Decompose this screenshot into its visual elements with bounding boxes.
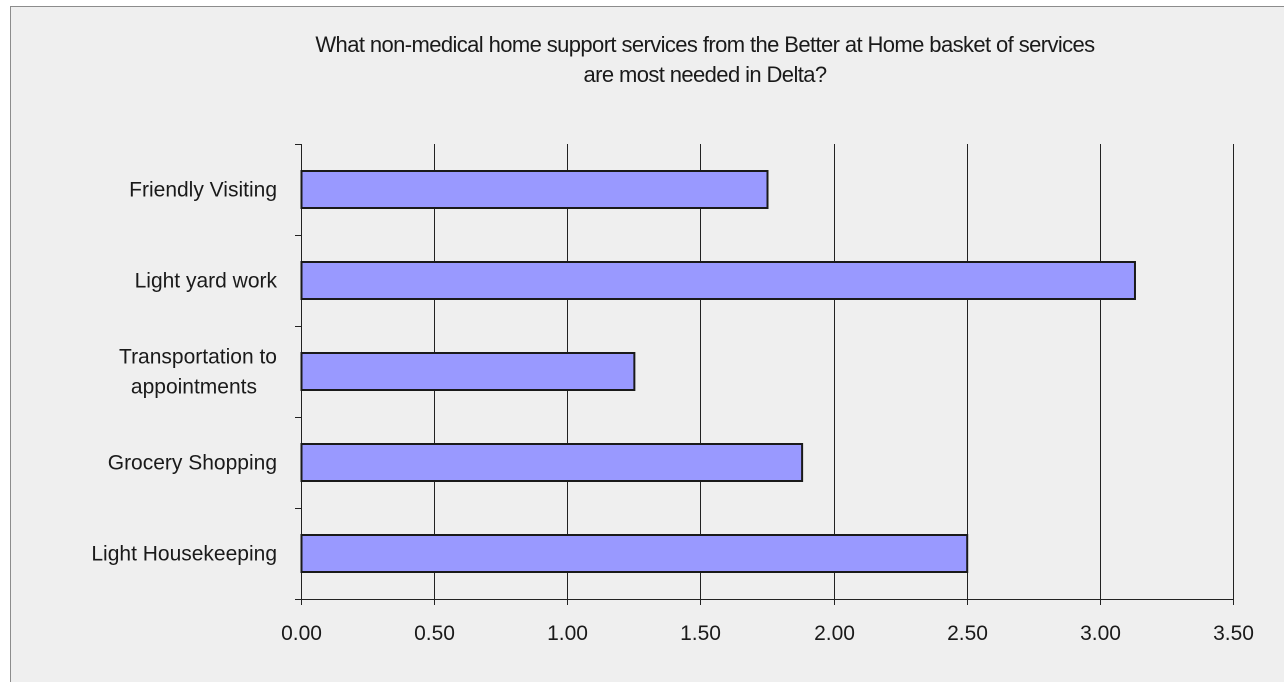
x-tick-label: 2.50: [947, 622, 988, 645]
chart-title-line-2: are most needed in Delta?: [583, 62, 827, 87]
category-label: Light yard work: [135, 270, 278, 293]
bar: [300, 261, 1136, 300]
x-tick-label: 3.00: [1080, 622, 1121, 645]
category-label-line: Grocery Shopping: [108, 452, 277, 475]
category-label: Transportation to appointments: [119, 346, 277, 399]
x-tick-label: 1.50: [680, 622, 721, 645]
category-label: Grocery Shopping: [108, 452, 277, 475]
bar: [300, 443, 804, 482]
x-tick-label: 2.00: [814, 622, 855, 645]
category-label: Friendly Visiting: [129, 179, 277, 202]
bar: [300, 534, 969, 573]
category-label-line: Light Housekeeping: [91, 543, 277, 566]
category-label-line: Transportation to: [119, 346, 277, 369]
chart-title-line-1: What non-medical home support services f…: [315, 32, 1095, 57]
x-tick-label: 0.50: [414, 622, 455, 645]
bar: [300, 170, 769, 209]
category-label-line: Light yard work: [135, 270, 278, 293]
chart-title: What non-medical home support services f…: [150, 30, 1260, 90]
category-label-line: appointments: [131, 376, 257, 399]
x-tick-label: 0.00: [281, 622, 322, 645]
bar: [300, 352, 636, 391]
x-tick-label: 3.50: [1213, 622, 1254, 645]
x-tick-label: 1.00: [547, 622, 588, 645]
category-label-line: Friendly Visiting: [129, 179, 277, 202]
category-label: Light Housekeeping: [91, 543, 277, 566]
